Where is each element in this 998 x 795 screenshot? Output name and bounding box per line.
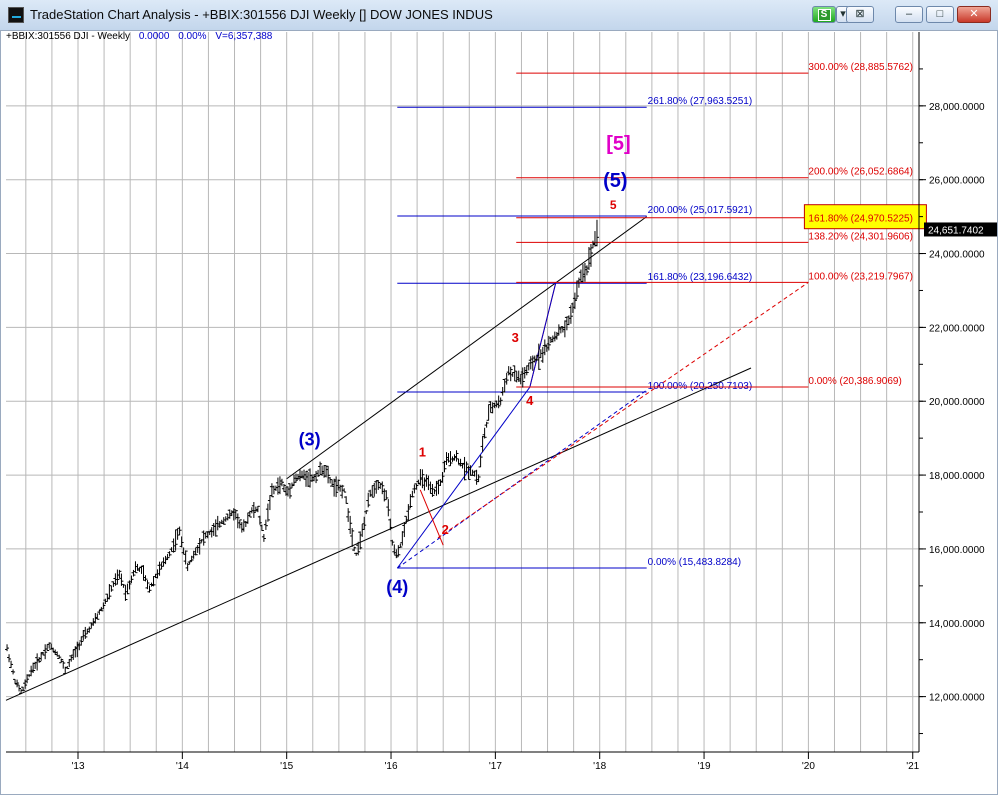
fib-level-red-label[interactable]: 100.00% (23,219.7967) <box>808 271 913 282</box>
fib-level-blue-label[interactable]: 161.80% (23,196.6432) <box>648 272 753 283</box>
chart-window[interactable] <box>0 30 998 795</box>
price-bars <box>5 219 599 695</box>
red-dashed-projection-line[interactable] <box>437 281 809 539</box>
x-tick-label: '21 <box>906 761 919 772</box>
wave-label[interactable]: (5) <box>603 170 627 192</box>
fibonacci-levels[interactable]: 261.80% (27,963.5251) 200.00% (25,017.592… <box>397 62 927 569</box>
y-tick-label: 26,000.0000 <box>929 176 985 187</box>
wave-label[interactable]: 4 <box>526 393 534 408</box>
wave-4-to-4-blue-line[interactable] <box>396 386 531 569</box>
fib-level-blue-label[interactable]: 0.00% (15,483.8284) <box>648 557 741 568</box>
x-tick-label: '18 <box>593 761 606 772</box>
x-tick-label: '20 <box>802 761 815 772</box>
price-chart[interactable]: 261.80% (27,963.5251) 200.00% (25,017.592… <box>0 30 998 795</box>
wave-label[interactable]: (3) <box>299 430 321 450</box>
red-wave-line[interactable] <box>419 489 444 546</box>
y-tick-label: 14,000.0000 <box>929 619 985 630</box>
fib-level-red-label[interactable]: 200.00% (26,052.6864) <box>808 167 913 178</box>
fib-level-blue-label[interactable]: 261.80% (27,963.5251) <box>648 96 753 107</box>
wave-label[interactable]: 2 <box>442 522 449 537</box>
x-tick-label: '16 <box>385 761 398 772</box>
wave-labels[interactable]: (3) (4) (5) [5] 1 2 3 4 5 <box>299 133 631 597</box>
fib-level-red-label[interactable]: 0.00% (20,386.9069) <box>808 376 901 387</box>
volume-value: V=6,357,388 <box>215 31 273 42</box>
y-tick-label: 18,000.0000 <box>929 471 985 482</box>
y-tick-label: 28,000.0000 <box>929 102 985 113</box>
blue-wave-line[interactable] <box>529 282 557 388</box>
symbol-info-bar: +BBIX:301556 DJI - Weekly 0.0000 0.00% V… <box>6 31 278 42</box>
minimize-button[interactable]: – <box>895 6 923 23</box>
y-tick-label: 22,000.0000 <box>929 323 985 334</box>
s-label: S <box>817 9 831 21</box>
price-change-value: 0.0000 <box>138 31 170 42</box>
y-tick-label: 24,000.0000 <box>929 250 985 261</box>
close-button[interactable]: ✕ <box>957 6 991 23</box>
last-price-label: 24,651.7402 <box>928 225 984 236</box>
symbol-label: +BBIX:301556 DJI - Weekly <box>6 31 131 42</box>
wave-label[interactable]: 1 <box>419 445 426 460</box>
tradestation-app-icon <box>8 7 24 23</box>
wave-label[interactable]: 5 <box>610 198 617 212</box>
x-tick-label: '14 <box>176 761 189 772</box>
wave-label[interactable]: (4) <box>386 577 408 597</box>
last-price-marker <box>924 222 997 237</box>
blue-dashed-projection-line[interactable] <box>396 389 647 569</box>
x-tick-label: '17 <box>489 761 502 772</box>
fib-level-red-highlight <box>803 204 927 230</box>
wave-label[interactable]: 3 <box>512 330 519 345</box>
trendlines[interactable] <box>5 216 809 701</box>
x-tick-label: '15 <box>280 761 293 772</box>
grid <box>6 32 919 752</box>
window-title: TradeStation Chart Analysis - +BBIX:3015… <box>30 7 493 22</box>
fib-level-red-label[interactable]: 300.00% (28,885.5762) <box>808 62 913 73</box>
price-change-percent: 0.00% <box>178 31 207 42</box>
y-tick-label: 16,000.0000 <box>929 545 985 556</box>
wave-label[interactable]: [5] <box>606 133 630 155</box>
lower-channel-trendline[interactable] <box>5 367 752 701</box>
x-tick-label: '13 <box>71 761 84 772</box>
status-s-button[interactable]: S <box>812 6 836 23</box>
fib-level-blue-label[interactable]: 200.00% (25,017.5921) <box>648 205 753 216</box>
fib-level-red-label[interactable]: 138.20% (24,301.9606) <box>808 231 913 242</box>
window-titlebar: TradeStation Chart Analysis - +BBIX:3015… <box>0 0 998 31</box>
y-tick-label: 20,000.0000 <box>929 397 985 408</box>
axes: 12,000.0000 14,000.0000 16,000.0000 18,000.… <box>6 32 997 772</box>
upper-channel-trendline[interactable] <box>286 216 647 480</box>
y-tick-label: 12,000.0000 <box>929 693 985 704</box>
link-window-button[interactable]: ⊠ <box>846 6 874 23</box>
x-tick-label: '19 <box>698 761 711 772</box>
fib-level-red-label[interactable]: 161.80% (24,970.5225) <box>808 214 913 225</box>
maximize-button[interactable]: □ <box>926 6 954 23</box>
